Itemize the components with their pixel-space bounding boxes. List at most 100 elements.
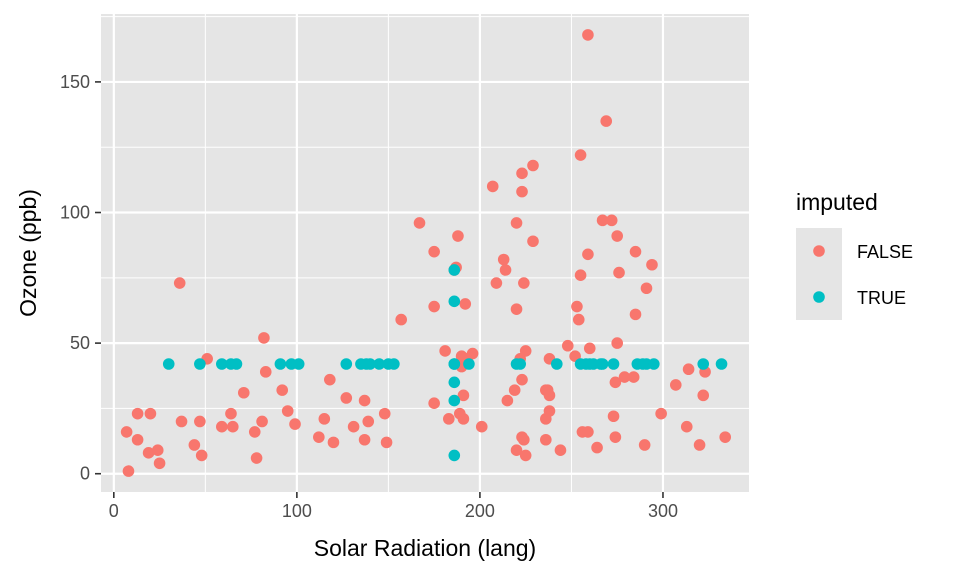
data-point-false (613, 266, 625, 279)
data-point-true (648, 358, 660, 370)
data-point-false (543, 389, 556, 402)
legend-label-false: FALSE (857, 242, 913, 262)
data-point-false (527, 235, 539, 248)
data-point-true (448, 376, 461, 389)
y-tick-label: 0 (80, 464, 90, 484)
data-point-false (151, 444, 164, 457)
data-point-false (554, 444, 567, 457)
data-point-false (582, 426, 594, 438)
data-point-false (216, 420, 228, 433)
data-point-false (540, 433, 552, 446)
data-point-false (629, 245, 642, 258)
data-point-true (388, 358, 400, 370)
data-point-false (697, 389, 710, 402)
data-point-false (347, 420, 360, 433)
data-point-false (543, 405, 556, 417)
legend-title: imputed (796, 189, 878, 215)
data-point-false (510, 217, 523, 229)
legend-key-true-dot (813, 291, 825, 303)
data-point-false (173, 277, 186, 289)
data-point-false (572, 313, 585, 326)
data-point-false (582, 29, 594, 41)
data-point-false (428, 245, 440, 258)
data-point-false (237, 386, 250, 399)
data-point-false (693, 439, 706, 451)
data-point-false (638, 439, 651, 451)
data-point-true (715, 358, 728, 370)
data-point-false (313, 431, 325, 443)
data-point-true (448, 358, 461, 370)
data-point-false (120, 426, 133, 438)
data-point-false (248, 426, 261, 438)
data-point-false (318, 413, 331, 425)
y-tick-label: 150 (60, 72, 90, 92)
data-point-false (362, 415, 375, 428)
data-point-false (175, 415, 188, 428)
data-point-false (516, 373, 528, 386)
data-point-true (230, 358, 243, 370)
data-point-false (516, 431, 528, 443)
data-point-true (364, 358, 376, 370)
data-point-true (373, 358, 386, 370)
data-point-true (596, 358, 609, 370)
data-point-false (609, 431, 622, 443)
data-point-false (519, 345, 532, 357)
data-point-false (600, 115, 613, 127)
legend-label-true: TRUE (857, 288, 906, 308)
data-point-false (582, 248, 594, 261)
y-tick-label: 100 (60, 203, 90, 223)
data-point-false (627, 371, 640, 383)
data-point-false (605, 214, 618, 227)
data-point-false (195, 449, 208, 462)
data-point-true (448, 295, 461, 308)
legend-key-false-dot (813, 245, 825, 257)
data-point-false (453, 407, 466, 420)
data-point-false (571, 300, 583, 313)
data-point-false (144, 407, 157, 420)
data-point-false (142, 447, 155, 459)
legend: imputed FALSE TRUE (796, 189, 913, 320)
data-point-false (611, 230, 623, 242)
data-point-false (452, 230, 464, 242)
data-point-false (256, 415, 268, 428)
data-point-false (378, 407, 391, 420)
data-point-false (413, 217, 426, 229)
data-point-false (618, 371, 631, 383)
data-point-true (340, 358, 353, 370)
data-point-false (358, 433, 371, 446)
data-point-false (527, 159, 539, 172)
data-point-false (574, 149, 587, 161)
data-point-false (194, 415, 206, 428)
data-point-false (131, 407, 144, 420)
data-point-false (611, 337, 623, 349)
data-points (120, 29, 731, 477)
data-point-false (682, 363, 695, 376)
data-point-false (486, 180, 499, 193)
data-point-false (646, 258, 658, 271)
data-point-false (250, 452, 263, 464)
data-point-true (551, 358, 563, 370)
data-point-false (443, 413, 455, 425)
y-tick-label: 50 (70, 333, 90, 353)
data-point-true (463, 358, 475, 370)
x-tick-label: 100 (282, 501, 312, 521)
data-point-false (153, 457, 166, 470)
data-point-false (680, 420, 693, 433)
data-point-true (607, 358, 620, 370)
data-point-false (499, 264, 512, 276)
data-point-false (508, 384, 521, 396)
data-point-false (188, 439, 201, 451)
data-point-false (358, 394, 371, 407)
data-point-false (609, 376, 622, 389)
data-point-false (324, 373, 336, 386)
data-point-false (122, 465, 135, 477)
y-axis: 0 50 100 150 (60, 72, 101, 484)
data-point-false (591, 441, 603, 454)
data-point-false (131, 433, 144, 446)
data-point-false (428, 397, 440, 409)
data-point-false (459, 298, 472, 310)
data-point-false (475, 420, 488, 433)
data-point-false (561, 339, 574, 352)
data-point-false (640, 282, 653, 295)
data-point-true (448, 394, 461, 407)
